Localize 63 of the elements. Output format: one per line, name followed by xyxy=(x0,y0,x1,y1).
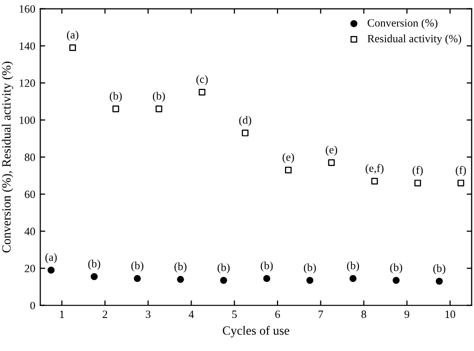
point xyxy=(48,266,55,274)
annotation: (b) xyxy=(433,264,446,274)
x-tick-label: 2 xyxy=(102,310,108,318)
x-tick-label: 3 xyxy=(146,310,150,318)
x-tick-label: 8 xyxy=(361,310,366,318)
point xyxy=(156,106,162,112)
x-tick-label: 4 xyxy=(188,310,194,318)
y-tick-label: 20 xyxy=(24,264,36,272)
y-tick-label: 160 xyxy=(20,5,36,13)
y-axis-title: Conversion (%), Residual activity (%) xyxy=(2,62,14,253)
annotation: (c) xyxy=(196,75,208,86)
y-tick-label: 100 xyxy=(20,116,36,124)
annotation: (b) xyxy=(174,262,186,272)
point xyxy=(414,180,422,186)
annotation: (b) xyxy=(260,261,273,272)
annotation: (a) xyxy=(45,253,57,264)
annotation: (b) xyxy=(218,263,230,274)
point xyxy=(392,276,400,284)
legend-label: Conversion (%) xyxy=(368,18,438,29)
annotation: (b) xyxy=(304,263,316,274)
point xyxy=(371,178,378,185)
point xyxy=(350,274,357,282)
point xyxy=(69,44,76,52)
point xyxy=(198,88,206,96)
x-tick-label: 5 xyxy=(232,310,237,318)
y-tick-label: 80 xyxy=(24,154,36,162)
point xyxy=(328,159,335,166)
annotation: (f) xyxy=(412,166,423,176)
x-tick-label: 7 xyxy=(318,310,324,318)
x-tick-label: 6 xyxy=(275,310,280,318)
point xyxy=(176,276,184,283)
point xyxy=(458,180,464,186)
annotation: (e,f) xyxy=(366,164,384,174)
annotation: (e) xyxy=(326,146,338,156)
annotation: (b) xyxy=(131,261,144,272)
annotation: (e) xyxy=(282,153,294,164)
annotation: (f) xyxy=(456,166,466,176)
annotation: (b) xyxy=(110,92,122,102)
annotation: (a) xyxy=(66,30,78,41)
y-tick-label: 0 xyxy=(30,302,36,310)
x-tick-label: 1 xyxy=(60,310,64,318)
annotation: (b) xyxy=(390,263,402,274)
point xyxy=(242,130,249,136)
point xyxy=(263,274,270,282)
point xyxy=(134,274,141,282)
point xyxy=(306,276,314,284)
y-tick-label: 40 xyxy=(24,228,36,236)
point xyxy=(436,278,443,285)
annotation: (b) xyxy=(88,260,100,270)
annotation: (d) xyxy=(239,116,252,126)
point xyxy=(90,273,98,280)
x-axis-title: Cycles of use xyxy=(222,326,290,338)
legend-label: Residual activity (%) xyxy=(368,34,462,45)
x-tick-label: 10 xyxy=(445,310,456,318)
point xyxy=(284,166,292,174)
y-tick-label: 140 xyxy=(20,42,36,50)
annotation: (b) xyxy=(152,92,165,102)
annotation: (b) xyxy=(347,261,359,272)
point xyxy=(112,106,120,112)
point xyxy=(220,276,228,284)
y-tick-label: 60 xyxy=(24,190,36,198)
y-tick-label: 120 xyxy=(20,79,36,87)
x-tick-label: 9 xyxy=(404,310,410,318)
